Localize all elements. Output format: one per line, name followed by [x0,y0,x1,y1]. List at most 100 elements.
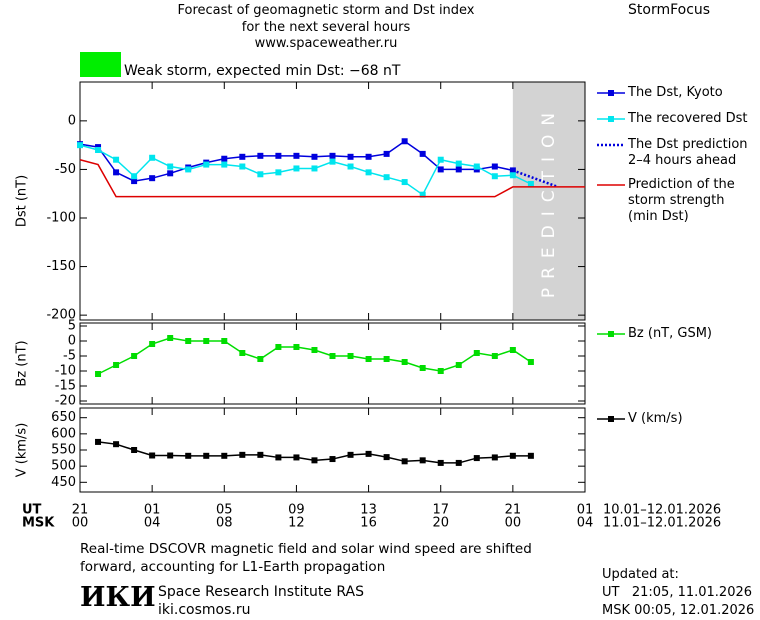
data-point [257,171,264,178]
data-point [221,155,228,162]
updated-ut: UT 21:05, 11.01.2026 [602,585,753,600]
data-point [455,362,462,368]
x2-tick-label: 00 [505,516,522,531]
data-point [365,356,372,362]
x-tick-label: 17 [432,503,449,518]
data-point [383,356,390,362]
data-point [437,156,444,163]
x2-tick-label: 04 [144,516,161,531]
x-tick-label: 01 [577,503,594,518]
y-tick-label: 600 [51,426,76,441]
data-point [131,447,138,453]
x2-tick-label: 00 [72,516,89,531]
data-point [347,163,354,170]
legend-marker [608,331,614,337]
updated-msk: MSK 00:05, 12.01.2026 [602,603,755,618]
data-point [491,173,498,180]
data-point [203,338,210,344]
data-point [113,156,120,163]
data-point [527,452,534,459]
data-point [419,191,426,198]
data-point [293,344,300,350]
footer-note: Real-time DSCOVR magnetic field and sola… [80,541,532,575]
x2-range: 11.01–12.01.2026 [603,516,721,531]
data-point [491,353,498,359]
x-tick-label: 01 [144,503,161,518]
data-point [293,165,300,172]
data-point [185,166,192,173]
y-tick-label: -10 [55,364,76,379]
data-point [203,452,210,459]
x-tick-label: 21 [505,503,522,518]
x2-tick-label: 20 [432,516,449,531]
data-point [455,160,462,167]
x-axis-label: UT [22,503,42,518]
data-point [149,341,156,347]
y-tick-label: -150 [46,259,76,274]
data-point [329,353,336,359]
data-point [275,169,282,176]
legend-marker [608,90,614,96]
data-point [113,441,120,448]
data-point [311,153,318,160]
legend-label: V (km/s) [628,411,683,426]
data-point [401,458,408,465]
data-point [455,166,462,173]
data-point [95,147,102,153]
x-tick-label: 13 [360,503,377,518]
data-point [509,347,516,353]
status: Weak storm, expected min Dst: −68 nT [124,63,401,79]
data-point [329,456,336,463]
data-point [275,344,282,350]
y-tick-label: 0 [68,113,76,128]
data-point [437,166,444,173]
data-point [383,454,390,461]
x-tick-label: 21 [72,503,89,518]
x2-tick-label: 16 [360,516,377,531]
data-point [95,371,102,377]
data-point [185,452,192,459]
legend-label: The recovered Dst [628,111,748,126]
data-point [329,158,336,165]
title: Forecast of geomagnetic storm and Dst in… [177,3,475,35]
data-point [149,154,156,161]
data-point [419,457,426,464]
brand: StormFocus [628,2,711,18]
legend-label: Bz (nT, GSM) [628,326,713,341]
data-point [113,169,120,176]
data-point [437,459,444,466]
data-point [221,452,228,459]
data-point [527,181,534,187]
data-point [167,163,174,170]
series-line [512,169,559,189]
x2-axis-label: MSK [22,516,55,531]
data-point [257,356,264,362]
data-point [509,452,516,459]
data-point [221,161,228,168]
legend-label: Prediction of the storm strength (min Ds… [628,177,735,224]
y-tick-label: -50 [55,162,76,177]
x2-tick-label: 04 [577,516,594,531]
data-point [239,350,246,356]
legend-marker [608,416,614,422]
data-point [221,338,228,344]
x2-tick-label: 12 [288,516,305,531]
data-point [95,438,102,445]
y-axis-label: V (km/s) [15,423,30,478]
prediction-region [512,82,585,320]
data-point [149,452,156,459]
data-point [419,150,426,157]
data-point [473,455,480,462]
data-point [401,359,408,365]
data-point [473,350,480,356]
plot-frame [79,322,586,405]
y-tick-label: -20 [55,394,76,409]
series-line [79,158,585,198]
y-axis-label: Dst (nT) [15,175,30,227]
status-indicator [80,52,121,77]
legend-marker [608,116,614,122]
series-line [79,144,532,196]
prediction-label: PREDICTION [539,104,559,298]
